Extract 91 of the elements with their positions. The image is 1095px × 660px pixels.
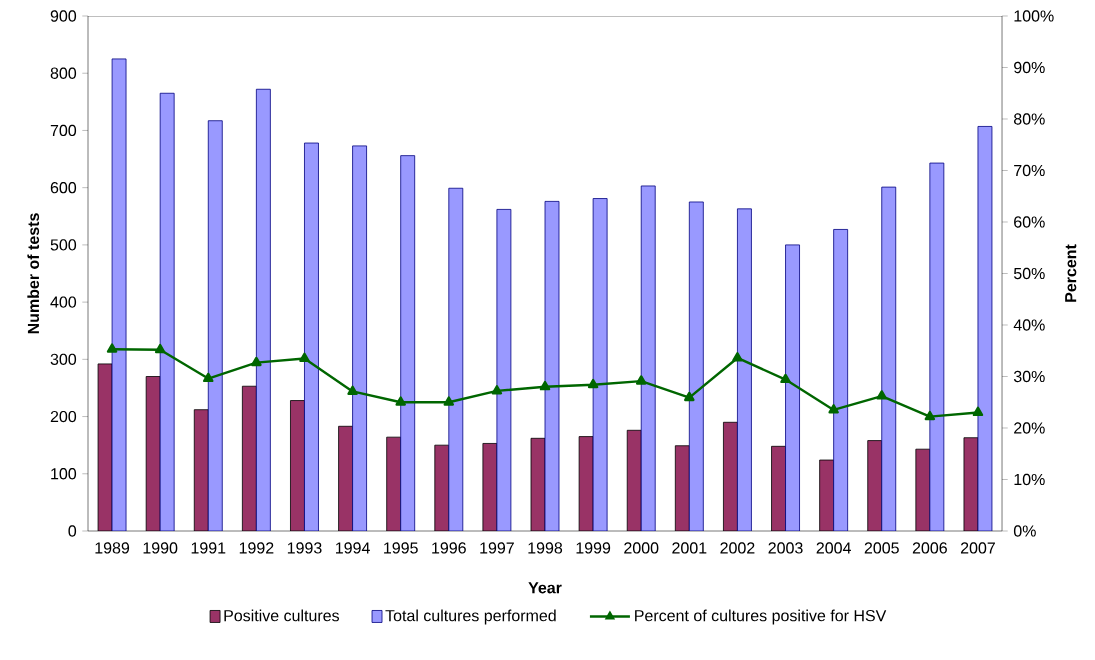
point xyxy=(203,372,214,383)
x-tick-label: 1992 xyxy=(239,542,274,554)
x-tick-label: 1997 xyxy=(480,542,514,554)
point xyxy=(491,385,503,395)
bar xyxy=(338,425,353,531)
bar xyxy=(207,120,223,531)
point xyxy=(972,406,984,417)
bar xyxy=(255,88,271,531)
x-tick-label: 2004 xyxy=(816,542,851,554)
point xyxy=(443,396,455,406)
bar xyxy=(819,459,835,531)
y2-tick-label: 60% xyxy=(1014,216,1045,228)
y2-tick-label: 70% xyxy=(1014,164,1045,177)
bar xyxy=(626,429,642,531)
legend-label: Positive cultures xyxy=(224,609,340,622)
bar xyxy=(290,400,305,531)
bar xyxy=(352,145,367,531)
x-tick-label: 1999 xyxy=(576,542,611,554)
bar xyxy=(145,376,161,531)
y-tick-label: 200 xyxy=(50,410,77,423)
x-tick-label: 1995 xyxy=(384,542,418,554)
point xyxy=(587,378,599,389)
point xyxy=(876,390,887,400)
point xyxy=(539,380,551,391)
point xyxy=(395,396,406,406)
bar xyxy=(304,142,319,531)
x-tick-label: 2005 xyxy=(864,542,899,554)
point xyxy=(299,352,310,363)
bar xyxy=(723,421,738,531)
y2-tick-label: 0% xyxy=(1013,525,1036,537)
legend-label: Percent of cultures positive for HSV xyxy=(635,609,887,625)
y2-tick-label: 10% xyxy=(1014,473,1045,486)
y-tick-label: 800 xyxy=(50,67,77,79)
point xyxy=(828,404,839,414)
point xyxy=(251,356,262,367)
y2-tick-label: 100% xyxy=(1014,10,1054,22)
y2-tick-label: 50% xyxy=(1013,267,1045,280)
y-tick-label: 900 xyxy=(50,10,77,22)
bar xyxy=(434,444,450,531)
bar xyxy=(674,445,690,531)
y-tick-label: 400 xyxy=(50,296,77,308)
y2-tick-label: 30% xyxy=(1013,370,1045,383)
bar xyxy=(193,409,209,531)
bar xyxy=(640,185,656,531)
bar xyxy=(867,440,883,531)
x-tick-label: 2003 xyxy=(768,542,803,554)
y2-tick-label: 20% xyxy=(1014,422,1045,434)
point xyxy=(924,410,936,421)
y-tick-label: 600 xyxy=(50,182,77,194)
y2-axis-title: Percent xyxy=(1065,244,1077,302)
x-tick-label: 2006 xyxy=(912,542,947,554)
y-axis-title: Number of tests xyxy=(27,213,40,334)
point xyxy=(106,343,118,353)
x-tick-label: 1993 xyxy=(287,542,322,554)
bar xyxy=(785,244,800,531)
point xyxy=(780,373,791,384)
bar xyxy=(688,201,704,531)
point xyxy=(347,385,358,395)
x-tick-label: 1994 xyxy=(336,542,370,554)
point xyxy=(635,375,647,385)
y-tick-label: 700 xyxy=(50,124,77,137)
x-tick-label: 1996 xyxy=(432,542,466,554)
bar xyxy=(737,208,752,531)
bar xyxy=(400,155,416,531)
x-tick-label: 2002 xyxy=(720,542,755,554)
point xyxy=(684,391,695,402)
x-tick-label: 2007 xyxy=(960,542,995,554)
bar xyxy=(386,436,402,531)
x-tick-label: 1991 xyxy=(191,542,226,554)
bar xyxy=(771,445,786,531)
y2-tick-label: 90% xyxy=(1014,61,1045,74)
point xyxy=(732,352,743,362)
bar xyxy=(241,385,257,531)
bar xyxy=(881,186,897,531)
y2-tick-label: 80% xyxy=(1013,113,1045,125)
y-tick-label: 0 xyxy=(68,525,77,537)
bar xyxy=(833,229,849,531)
bar xyxy=(448,187,464,531)
y-tick-label: 500 xyxy=(50,239,77,251)
point xyxy=(154,343,166,354)
bar xyxy=(159,92,175,531)
y2-tick-label: 40% xyxy=(1013,319,1045,331)
x-tick-label: 1998 xyxy=(528,542,563,554)
legend-label: Total cultures performed xyxy=(385,609,556,625)
x-tick-label: 1989 xyxy=(95,542,130,554)
x-tick-label: 2000 xyxy=(624,542,659,554)
y-tick-label: 100 xyxy=(51,468,77,480)
y-tick-label: 300 xyxy=(50,353,77,365)
x-tick-label: 1990 xyxy=(143,542,178,554)
x-axis-title: Year xyxy=(528,582,562,594)
x-tick-label: 2001 xyxy=(672,542,707,554)
